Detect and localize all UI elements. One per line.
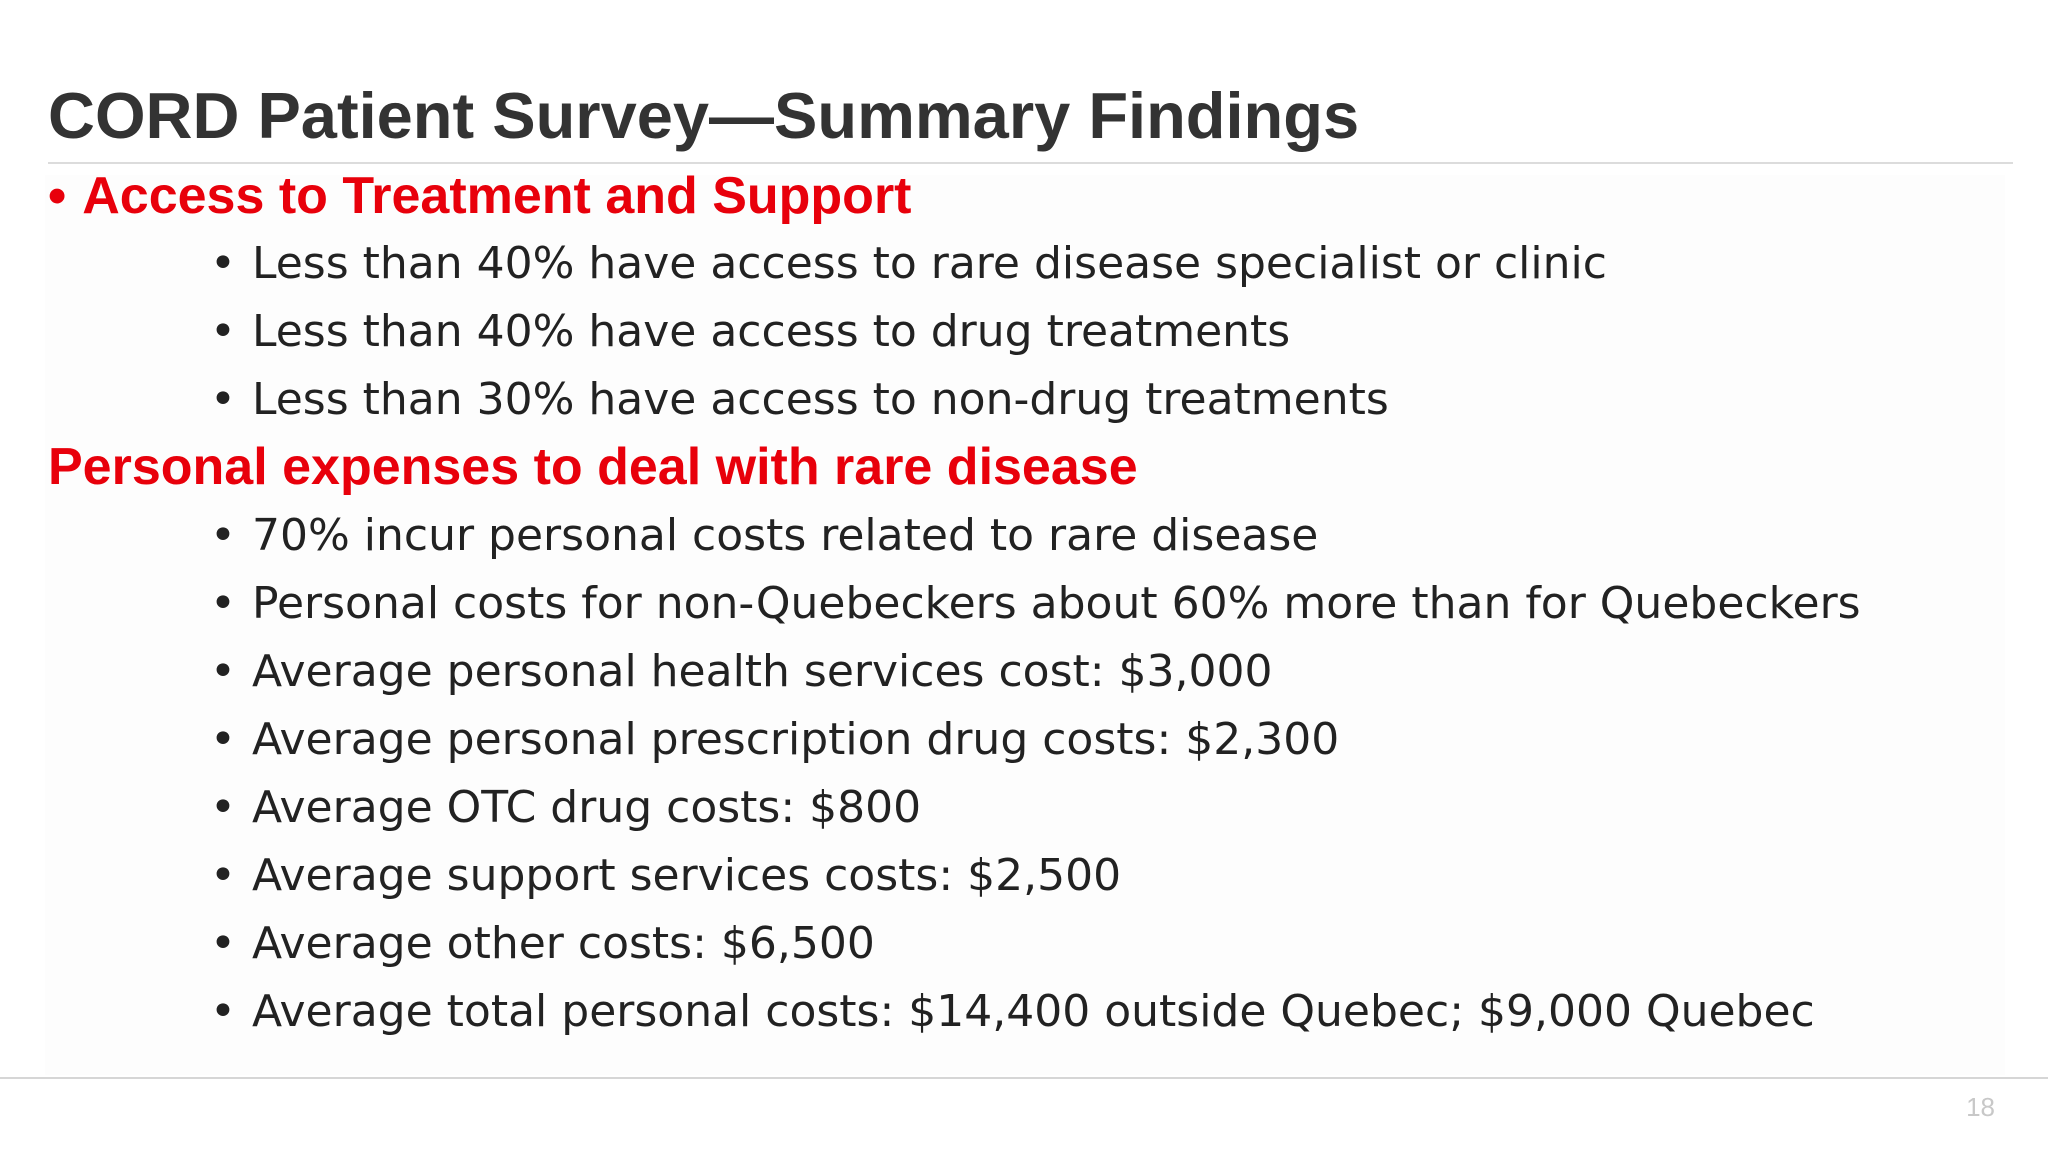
bullet-glyph: •: [210, 850, 236, 901]
list-item: • Average support services costs: $2,500: [210, 842, 1861, 910]
section-heading-access-text: Access to Treatment and Support: [82, 167, 912, 225]
bullet-glyph: •: [210, 646, 236, 697]
list-item: • Average personal health services cost: …: [210, 638, 1861, 706]
footer-divider: [0, 1077, 2048, 1079]
list-item: • Average OTC drug costs: $800: [210, 774, 1861, 842]
section-heading-expenses: Personal expenses to deal with rare dise…: [48, 438, 1138, 496]
title-divider: [48, 162, 2013, 164]
list-item: • 70% incur personal costs related to rar…: [210, 502, 1861, 570]
list-item-text: 70% incur personal costs related to rare…: [252, 510, 1319, 561]
page-number: 18: [1966, 1092, 1995, 1122]
expenses-bullet-list: • 70% incur personal costs related to rar…: [210, 502, 1861, 1046]
list-item-text: Less than 40% have access to drug treatm…: [252, 306, 1291, 357]
bullet-glyph: •: [210, 986, 236, 1037]
slide-title: CORD Patient Survey—Summary Findings: [48, 79, 1360, 152]
list-item: • Less than 40% have access to drug treat…: [210, 298, 1607, 366]
access-bullet-list: • Less than 40% have access to rare disea…: [210, 230, 1607, 434]
bullet-glyph: •: [210, 782, 236, 833]
bullet-glyph: •: [210, 306, 236, 357]
bullet-glyph: •: [210, 374, 236, 425]
list-item: • Average other costs: $6,500: [210, 910, 1861, 978]
bullet-glyph: •: [210, 918, 236, 969]
list-item-text: Average other costs: $6,500: [252, 918, 875, 969]
section-heading-access: • Access to Treatment and Support: [48, 162, 912, 230]
list-item-text: Less than 30% have access to non-drug tr…: [252, 374, 1389, 425]
list-item: • Less than 30% have access to non-drug t…: [210, 366, 1607, 434]
list-item: • Personal costs for non-Quebeckers about…: [210, 570, 1861, 638]
list-item: • Less than 40% have access to rare disea…: [210, 230, 1607, 298]
list-item-text: Personal costs for non-Quebeckers about …: [252, 578, 1861, 629]
list-item-text: Less than 40% have access to rare diseas…: [252, 238, 1607, 289]
bullet-glyph: •: [210, 714, 236, 765]
bullet-glyph: •: [210, 238, 236, 289]
content-background: [45, 175, 2005, 1075]
list-item-text: Average personal prescription drug costs…: [252, 714, 1340, 765]
list-item-text: Average OTC drug costs: $800: [252, 782, 922, 833]
list-item-text: Average total personal costs: $14,400 ou…: [252, 986, 1815, 1037]
list-item: • Average personal prescription drug cost…: [210, 706, 1861, 774]
list-item-text: Average support services costs: $2,500: [252, 850, 1122, 901]
bullet-glyph: •: [210, 578, 236, 629]
list-item-text: Average personal health services cost: $…: [252, 646, 1273, 697]
list-item: • Average total personal costs: $14,400 o…: [210, 978, 1861, 1046]
heading-bullet: •: [48, 167, 67, 225]
bullet-glyph: •: [210, 510, 236, 561]
